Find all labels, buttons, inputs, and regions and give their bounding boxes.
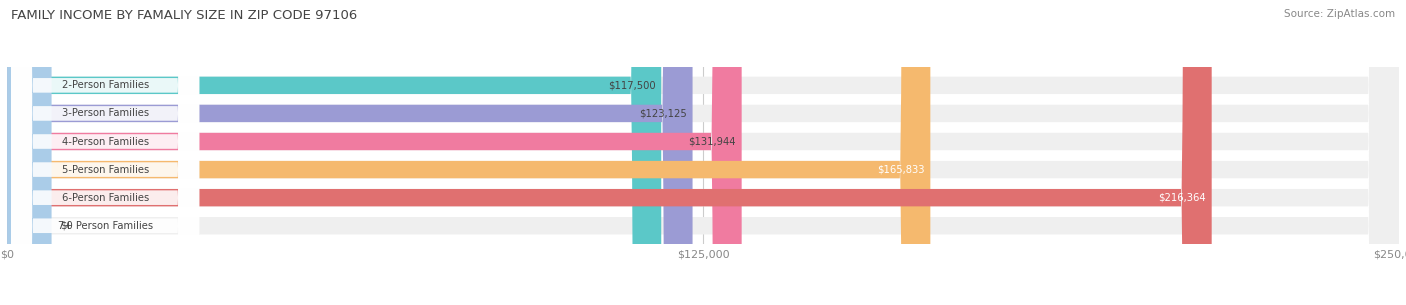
Text: 4-Person Families: 4-Person Families (62, 137, 149, 146)
Text: 5-Person Families: 5-Person Families (62, 165, 149, 174)
FancyBboxPatch shape (7, 0, 1399, 305)
FancyBboxPatch shape (11, 0, 200, 305)
FancyBboxPatch shape (11, 0, 200, 305)
FancyBboxPatch shape (7, 0, 1212, 305)
FancyBboxPatch shape (7, 0, 1399, 305)
Text: 3-Person Families: 3-Person Families (62, 109, 149, 118)
Text: Source: ZipAtlas.com: Source: ZipAtlas.com (1284, 9, 1395, 19)
FancyBboxPatch shape (11, 0, 200, 305)
FancyBboxPatch shape (7, 0, 1399, 305)
FancyBboxPatch shape (7, 0, 52, 305)
Text: $0: $0 (60, 221, 73, 231)
FancyBboxPatch shape (7, 0, 1399, 305)
Text: $117,500: $117,500 (607, 80, 655, 90)
FancyBboxPatch shape (7, 0, 931, 305)
Text: $165,833: $165,833 (877, 165, 925, 174)
FancyBboxPatch shape (7, 0, 693, 305)
FancyBboxPatch shape (11, 0, 200, 305)
Text: $216,364: $216,364 (1159, 193, 1206, 203)
FancyBboxPatch shape (11, 0, 200, 305)
Text: FAMILY INCOME BY FAMALIY SIZE IN ZIP CODE 97106: FAMILY INCOME BY FAMALIY SIZE IN ZIP COD… (11, 9, 357, 22)
Text: 2-Person Families: 2-Person Families (62, 80, 149, 90)
Text: 6-Person Families: 6-Person Families (62, 193, 149, 203)
FancyBboxPatch shape (11, 0, 200, 305)
Text: $123,125: $123,125 (640, 109, 688, 118)
FancyBboxPatch shape (7, 0, 1399, 305)
FancyBboxPatch shape (7, 0, 661, 305)
FancyBboxPatch shape (7, 0, 741, 305)
FancyBboxPatch shape (7, 0, 1399, 305)
Text: 7+ Person Families: 7+ Person Families (58, 221, 153, 231)
Text: $131,944: $131,944 (689, 137, 737, 146)
